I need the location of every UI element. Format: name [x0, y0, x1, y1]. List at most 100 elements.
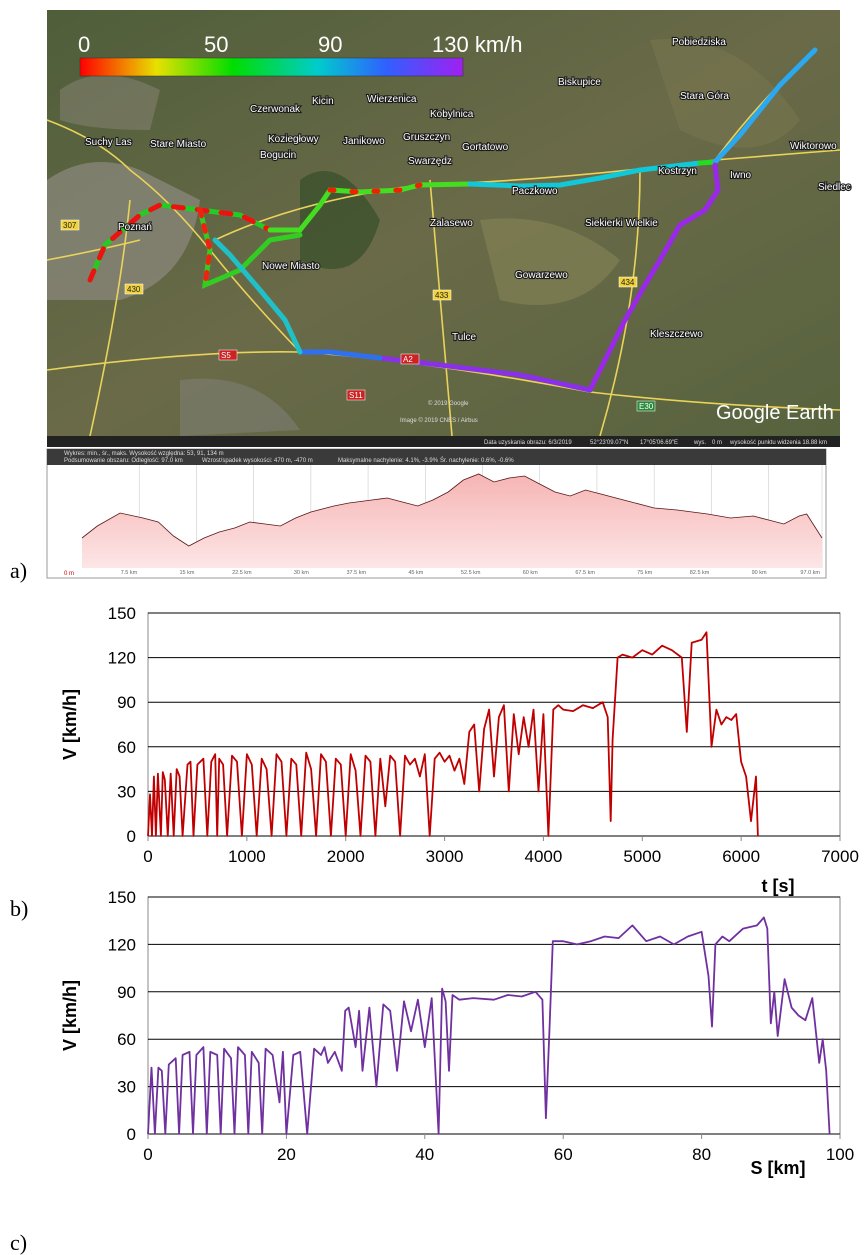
place-label: Poznań	[118, 222, 152, 233]
x-tick-label: 22.5 km	[232, 570, 252, 576]
x-tick-label: 4000	[525, 847, 563, 866]
y-axis-label: V [km/h]	[60, 689, 80, 760]
y-tick-label: 30	[117, 782, 136, 801]
place-label: Kleszczewo	[650, 329, 703, 340]
x-tick-label: 67.5 km	[575, 570, 595, 576]
y-tick-label: 60	[117, 738, 136, 757]
x-tick-label: 60 km	[523, 570, 538, 576]
road-number: S5	[221, 351, 231, 360]
profile-text: Śr. nachylenie: 0.6%, -0.6%	[440, 456, 514, 464]
x-tick-label: 100	[826, 1145, 854, 1164]
place-label: Gruszczyn	[403, 132, 450, 143]
place-label: Siekierki Wielkie	[585, 218, 658, 229]
plot-area	[148, 897, 840, 1134]
y-tick-label: 60	[117, 1030, 136, 1049]
x-axis-label: t [s]	[762, 876, 795, 896]
panel-label: c)	[10, 1230, 27, 1255]
place-label: Paczkowo	[512, 186, 558, 197]
x-tick-label: 75 km	[637, 570, 652, 576]
place-label: Czerwonak	[250, 104, 301, 115]
status-text: wys.	[693, 440, 706, 446]
status-text: 52°23'09.07"N	[590, 440, 628, 446]
road-number: 430	[127, 285, 141, 294]
place-label: Kostrzyn	[658, 166, 697, 177]
map: 0 50 90 130 km/h Suchy Las Czerwonak Kicin…	[47, 10, 851, 447]
place-label: Zalasewo	[430, 218, 473, 229]
place-label: Biskupice	[558, 77, 601, 88]
place-label: Wierzenica	[367, 94, 417, 105]
legend-label: 0	[78, 32, 90, 57]
panel-label: b)	[10, 896, 28, 921]
x-tick-label: 82.5 km	[690, 570, 710, 576]
place-label: Nowe Miasto	[262, 261, 320, 272]
y-tick-label: 30	[117, 1078, 136, 1097]
road-number: 434	[621, 278, 635, 287]
y-tick-label: 0	[127, 827, 136, 846]
x-tick-label: 1000	[228, 847, 266, 866]
legend-label: 50	[204, 32, 228, 57]
x-axis-label: S [km]	[750, 1158, 805, 1178]
place-label: Gowarzewo	[515, 270, 568, 281]
place-label: Suchy Las	[85, 137, 132, 148]
x-tick-label: 6000	[722, 847, 760, 866]
road-number: 307	[63, 221, 77, 230]
legend-label: 130 km/h	[432, 32, 523, 57]
x-tick-label: 60	[554, 1145, 573, 1164]
x-tick-label: 90 km	[752, 570, 767, 576]
status-text: wysokość punktu widzenia 18.88 km	[729, 440, 827, 446]
status-text: 0 m	[712, 440, 722, 446]
x-tick-label: 45 km	[408, 570, 423, 576]
y-tick-label: 90	[117, 693, 136, 712]
brand: Google Earth	[716, 402, 834, 424]
place-label: Kicin	[312, 96, 334, 107]
x-tick-label: 97.0 km	[800, 570, 820, 576]
place-label: Swarzędz	[408, 156, 452, 167]
status-text: Data uzyskania obrazu: 6/3/2019	[484, 440, 572, 446]
x-tick-label: 80	[692, 1145, 711, 1164]
legend-label: 90	[318, 32, 342, 57]
x-tick-label: 0	[143, 1145, 152, 1164]
x-tick-label: 2000	[327, 847, 365, 866]
place-label: Kobylnica	[430, 109, 474, 120]
y-tick-label: 90	[117, 983, 136, 1002]
road-number: S11	[349, 391, 363, 400]
x-tick-label: 37.5 km	[347, 570, 367, 576]
place-label: Wiktorowo	[790, 141, 837, 152]
y-axis-label: V [km/h]	[60, 980, 80, 1051]
road-number: 433	[435, 291, 449, 300]
place-label: Koziegłowy	[268, 134, 319, 145]
y-tick-label: 120	[108, 649, 136, 668]
place-label: Stara Góra	[680, 91, 729, 102]
road-number: A2	[403, 355, 413, 364]
x-tick-label: 7.5 km	[121, 570, 138, 576]
x-tick-label: 20	[277, 1145, 296, 1164]
copyright: © 2019 Google	[428, 400, 469, 407]
x-tick-label: 40	[415, 1145, 434, 1164]
y-tick-label: 150	[108, 604, 136, 623]
x-tick-label: 0	[143, 847, 152, 866]
x-tick-label: 3000	[426, 847, 464, 866]
y-tick-label: 150	[108, 888, 136, 907]
y-tick-label: 0	[127, 1125, 136, 1144]
x-tick-label: 52.5 km	[461, 570, 481, 576]
y-tick-label: 120	[108, 935, 136, 954]
profile-text: Podsumowanie obszaru: Odległość: 97.0 km	[64, 458, 183, 464]
x-tick-label: 15 km	[179, 570, 194, 576]
place-label: Iwno	[730, 170, 752, 181]
place-label: Gortatowo	[462, 142, 509, 153]
profile-text: 0 m	[64, 571, 74, 577]
color-bar	[80, 58, 463, 76]
copyright: Image © 2019 CNES / Airbus	[400, 417, 478, 424]
place-label: Tulce	[452, 332, 477, 343]
place-label: Bogucin	[260, 150, 296, 161]
x-tick-label: 7000	[821, 847, 859, 866]
place-label: Siedlec	[818, 182, 851, 193]
profile-text: Maksymalne nachylenie: 4.1%, -3.9%	[338, 458, 439, 464]
road-number: E30	[639, 402, 654, 411]
x-tick-label: 5000	[623, 847, 661, 866]
place-label: Janikowo	[343, 136, 385, 147]
status-text: 17°05'06.69"E	[640, 440, 678, 446]
panel-label: a)	[10, 558, 27, 583]
figure: 0 50 90 130 km/h Suchy Las Czerwonak Kicin…	[0, 0, 868, 1255]
x-tick-label: 30 km	[294, 570, 309, 576]
